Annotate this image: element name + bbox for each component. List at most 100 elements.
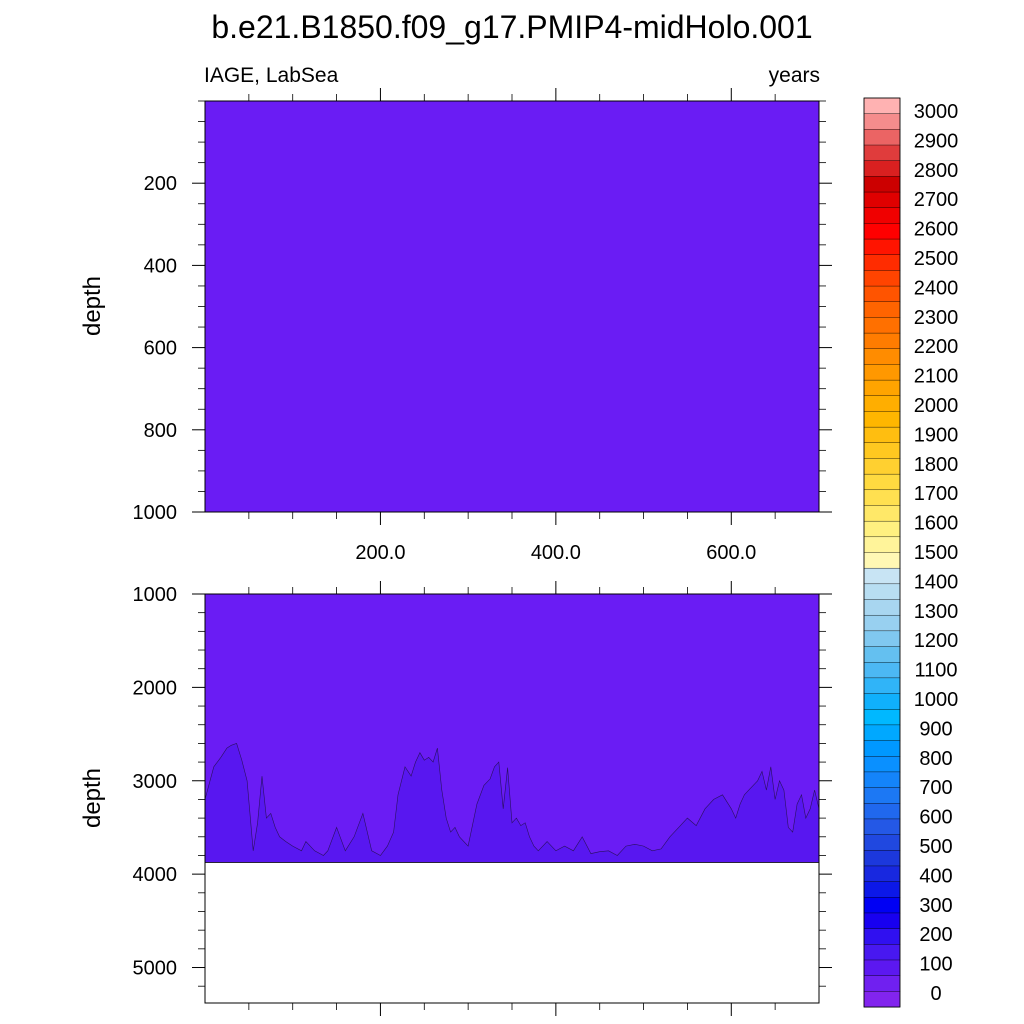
colorbar-box [863,850,901,867]
chart-title: b.e21.B1850.f09_g17.PMIP4-midHolo.001 [211,9,812,45]
colorbar-box [863,505,901,522]
colorbar-box [863,991,901,1008]
colorbar-box [863,834,901,851]
colorbar-box [863,426,901,444]
colorbar-box [863,332,901,350]
y-tick-label: 4000 [133,864,178,886]
colorbar-box [863,254,901,271]
colorbar-label: 1900 [914,424,959,446]
colorbar-box [863,176,901,193]
colorbar-box [863,301,901,318]
colorbar-label: 200 [919,924,952,946]
colorbar-box [863,144,901,162]
colorbar-label: 1000 [914,689,959,711]
y-tick-label: 400 [144,255,177,277]
colorbar-box [863,724,901,742]
colorbar-label: 800 [919,748,952,770]
colorbar-label: 1300 [914,601,959,623]
colorbar-box [863,881,901,898]
colorbar-label: 2800 [914,160,959,182]
colorbar-box [863,599,901,616]
variable-label: IAGE, LabSea [204,64,339,87]
colorbar-label: 2000 [914,395,959,417]
colorbar-box [863,897,901,914]
colorbar-box [863,818,901,836]
colorbar-label: 2500 [914,248,959,270]
y-tick-label: 3000 [133,771,178,793]
colorbar-label: 600 [919,807,952,829]
colorbar-label: 1400 [914,571,959,593]
colorbar-box [863,317,901,334]
colorbar-label: 2100 [914,366,959,388]
colorbar-box [863,646,901,663]
y-tick-label: 1000 [133,584,178,606]
colorbar-box [863,270,901,287]
colorbar-label: 2300 [914,307,959,329]
colorbar-label: 3000 [914,101,959,123]
colorbar-box [863,191,901,209]
y-tick-label: 600 [144,338,177,360]
colorbar-box [863,756,901,773]
colorbar-box [863,959,901,977]
colorbar-box [863,364,901,381]
x-tick-labels: 200.0 400.0 600.0 [355,542,756,564]
y-tick-label: 1000 [133,502,178,524]
colorbar-box [863,520,901,538]
colorbar-box [863,614,901,632]
y-tick-label: 200 [144,173,177,195]
upper-fill [205,101,819,512]
colorbar-box [863,630,901,648]
colorbar-box [863,677,901,695]
colorbar-box [863,567,901,585]
contour-100-region [204,743,820,863]
colorbar-box [863,787,901,804]
lower-panel: 1000 2000 3000 4000 5000 depth [79,581,832,1016]
colorbar-label: 1600 [914,513,959,535]
colorbar-label: 500 [919,836,952,858]
units-label: years [769,64,820,87]
colorbar-label: 400 [919,865,952,887]
colorbar-label: 2200 [914,336,959,358]
y-axis-label: depth [79,276,106,336]
colorbar-box [863,865,901,883]
colorbar-box [863,489,901,506]
colorbar: 3000 2900 2800 2700 2600 2500 2400 2300 2200 2100… [863,97,959,1008]
colorbar-box [863,912,901,930]
missing-region [205,862,819,1003]
colorbar-box [863,285,901,303]
colorbar-box [863,223,901,240]
colorbar-box [863,473,901,491]
colorbar-box [863,740,901,757]
colorbar-box [863,536,901,553]
colorbar-label: 2700 [914,189,959,211]
y-tick-label: 800 [144,420,177,442]
colorbar-box [863,207,901,224]
colorbar-box [863,395,901,412]
x-tick-label: 600.0 [706,542,756,564]
colorbar-label: 2600 [914,219,959,241]
colorbar-box [863,113,901,130]
colorbar-box [863,693,901,710]
colorbar-box [863,928,901,945]
colorbar-label: 700 [919,777,952,799]
colorbar-box [863,944,901,961]
colorbar-box [863,552,901,569]
colorbar-box [863,379,901,397]
y-axis-label: depth [79,768,106,828]
colorbar-box [863,238,901,256]
colorbar-box [863,411,901,428]
colorbar-box [863,709,901,726]
colorbar-label: 0 [930,983,941,1005]
colorbar-box [863,662,901,679]
x-tick-label: 400.0 [531,542,581,564]
colorbar-label: 900 [919,718,952,740]
colorbar-label: 100 [919,954,952,976]
colorbar-label: 2900 [914,130,959,152]
colorbar-box [863,583,901,601]
colorbar-label: 2400 [914,277,959,299]
colorbar-box [863,160,901,177]
y-tick-label: 5000 [133,958,178,980]
colorbar-label: 1100 [914,660,957,682]
colorbar-box [863,975,901,992]
